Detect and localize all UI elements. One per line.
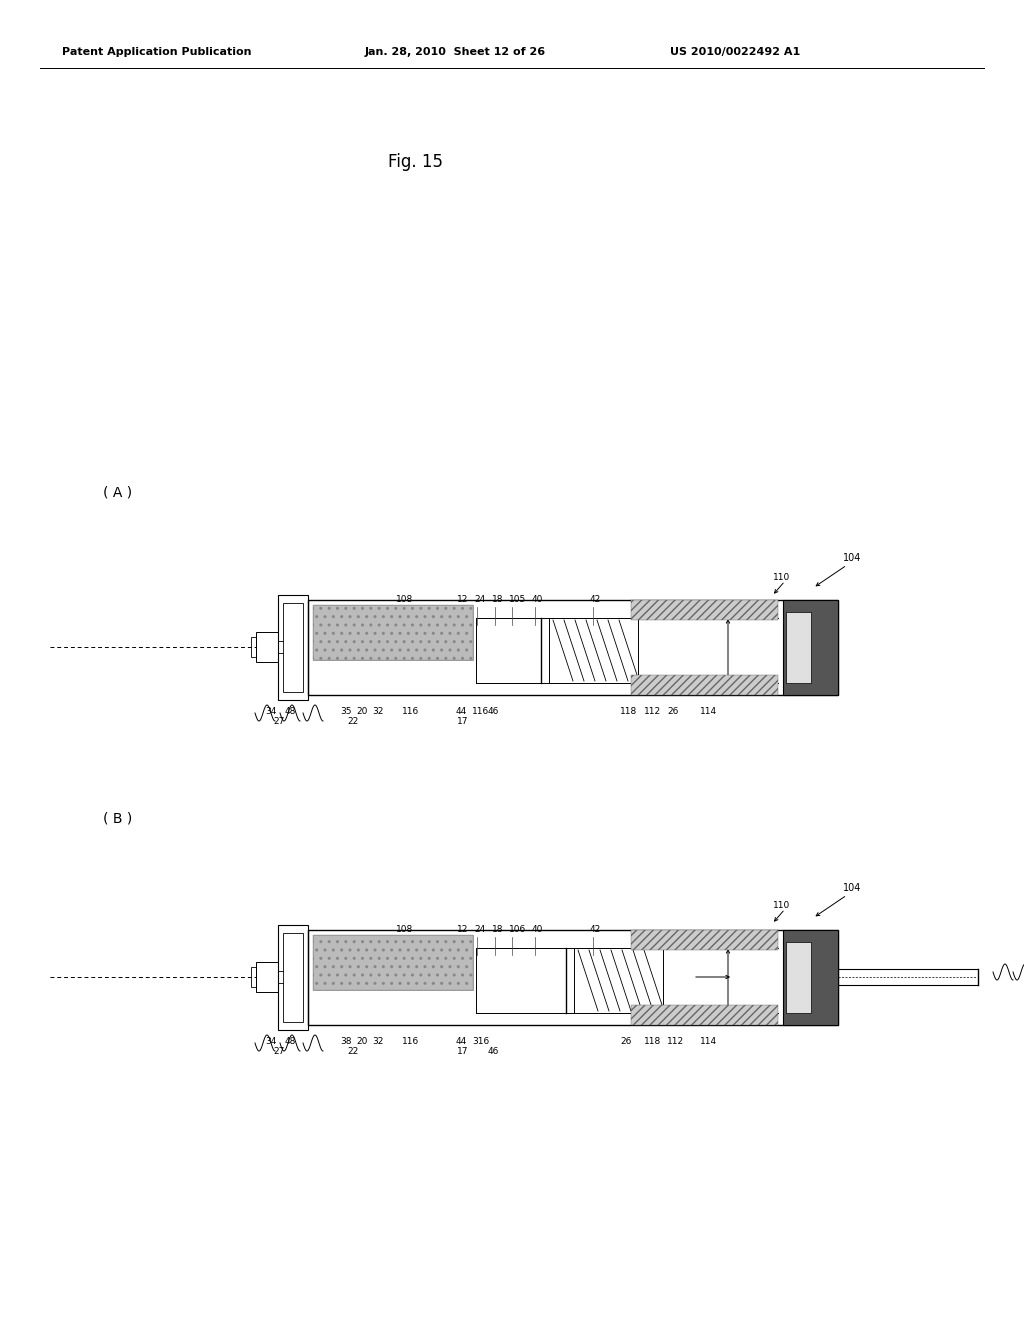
Text: 116: 116 [402, 1038, 419, 1047]
Text: 17: 17 [457, 718, 469, 726]
Text: 12: 12 [457, 595, 468, 605]
Text: 108: 108 [396, 925, 414, 935]
Bar [631, 601, 778, 620]
Text: 114: 114 [700, 708, 717, 717]
Bar [313, 935, 473, 990]
Text: 108: 108 [396, 595, 414, 605]
Text: 104: 104 [843, 553, 861, 564]
Text: 110: 110 [773, 573, 791, 582]
Bar [256, 962, 278, 993]
Text: 116: 116 [402, 708, 419, 717]
Bar [251, 968, 256, 987]
Text: 316: 316 [472, 1038, 489, 1047]
Text: 104: 104 [843, 883, 861, 894]
Text: 26: 26 [620, 1038, 632, 1047]
Text: 18: 18 [492, 595, 504, 605]
Text: 46: 46 [488, 1048, 500, 1056]
Text: 34: 34 [265, 708, 276, 717]
Text: 12: 12 [457, 925, 468, 935]
Bar [631, 675, 778, 696]
Bar [783, 601, 838, 696]
Text: Patent Application Publication: Patent Application Publication [62, 48, 252, 57]
Text: 42: 42 [590, 925, 601, 935]
Bar [786, 942, 811, 1012]
Text: 24: 24 [474, 595, 485, 605]
Text: 35: 35 [340, 708, 351, 717]
Text: 118: 118 [620, 708, 637, 717]
Bar [313, 935, 473, 990]
Bar [278, 925, 308, 1030]
Bar [251, 638, 256, 657]
Text: 27: 27 [273, 1048, 285, 1056]
Text: 114: 114 [700, 1038, 717, 1047]
Bar [313, 605, 473, 660]
Text: Fig. 15: Fig. 15 [388, 153, 443, 172]
Text: 27: 27 [273, 718, 285, 726]
Text: 32: 32 [372, 708, 383, 717]
Text: 105: 105 [509, 595, 526, 605]
Text: 40: 40 [532, 925, 544, 935]
Text: 112: 112 [667, 1038, 684, 1047]
Bar [308, 931, 838, 1026]
Text: 110: 110 [773, 900, 791, 909]
Bar [283, 603, 303, 692]
Bar [308, 601, 838, 696]
Text: 106: 106 [509, 925, 526, 935]
Bar [283, 933, 303, 1022]
Bar [786, 612, 811, 682]
Text: 44: 44 [456, 708, 467, 717]
Text: 20: 20 [356, 708, 368, 717]
Text: 32: 32 [372, 1038, 383, 1047]
Text: 46: 46 [488, 708, 500, 717]
Text: 22: 22 [347, 1048, 358, 1056]
Text: 118: 118 [644, 1038, 662, 1047]
Bar [631, 931, 778, 950]
Text: Jan. 28, 2010  Sheet 12 of 26: Jan. 28, 2010 Sheet 12 of 26 [365, 48, 546, 57]
Text: 17: 17 [457, 1048, 469, 1056]
Text: 112: 112 [644, 708, 662, 717]
Text: 22: 22 [347, 718, 358, 726]
Bar [631, 1005, 778, 1026]
Bar [256, 632, 278, 663]
Text: 48: 48 [285, 1038, 296, 1047]
Text: 48: 48 [285, 708, 296, 717]
Text: 42: 42 [590, 595, 601, 605]
Text: ( B ): ( B ) [103, 810, 132, 825]
Text: 20: 20 [356, 1038, 368, 1047]
Text: US 2010/0022492 A1: US 2010/0022492 A1 [670, 48, 800, 57]
Text: ( A ): ( A ) [103, 486, 132, 500]
Text: 18: 18 [492, 925, 504, 935]
Text: 40: 40 [532, 595, 544, 605]
Text: 116: 116 [472, 708, 489, 717]
Text: 34: 34 [265, 1038, 276, 1047]
Text: 26: 26 [667, 708, 678, 717]
Bar [313, 605, 473, 660]
Bar [278, 595, 308, 700]
Text: 24: 24 [474, 925, 485, 935]
Bar [783, 931, 838, 1026]
Text: 44: 44 [456, 1038, 467, 1047]
Text: 38: 38 [340, 1038, 351, 1047]
